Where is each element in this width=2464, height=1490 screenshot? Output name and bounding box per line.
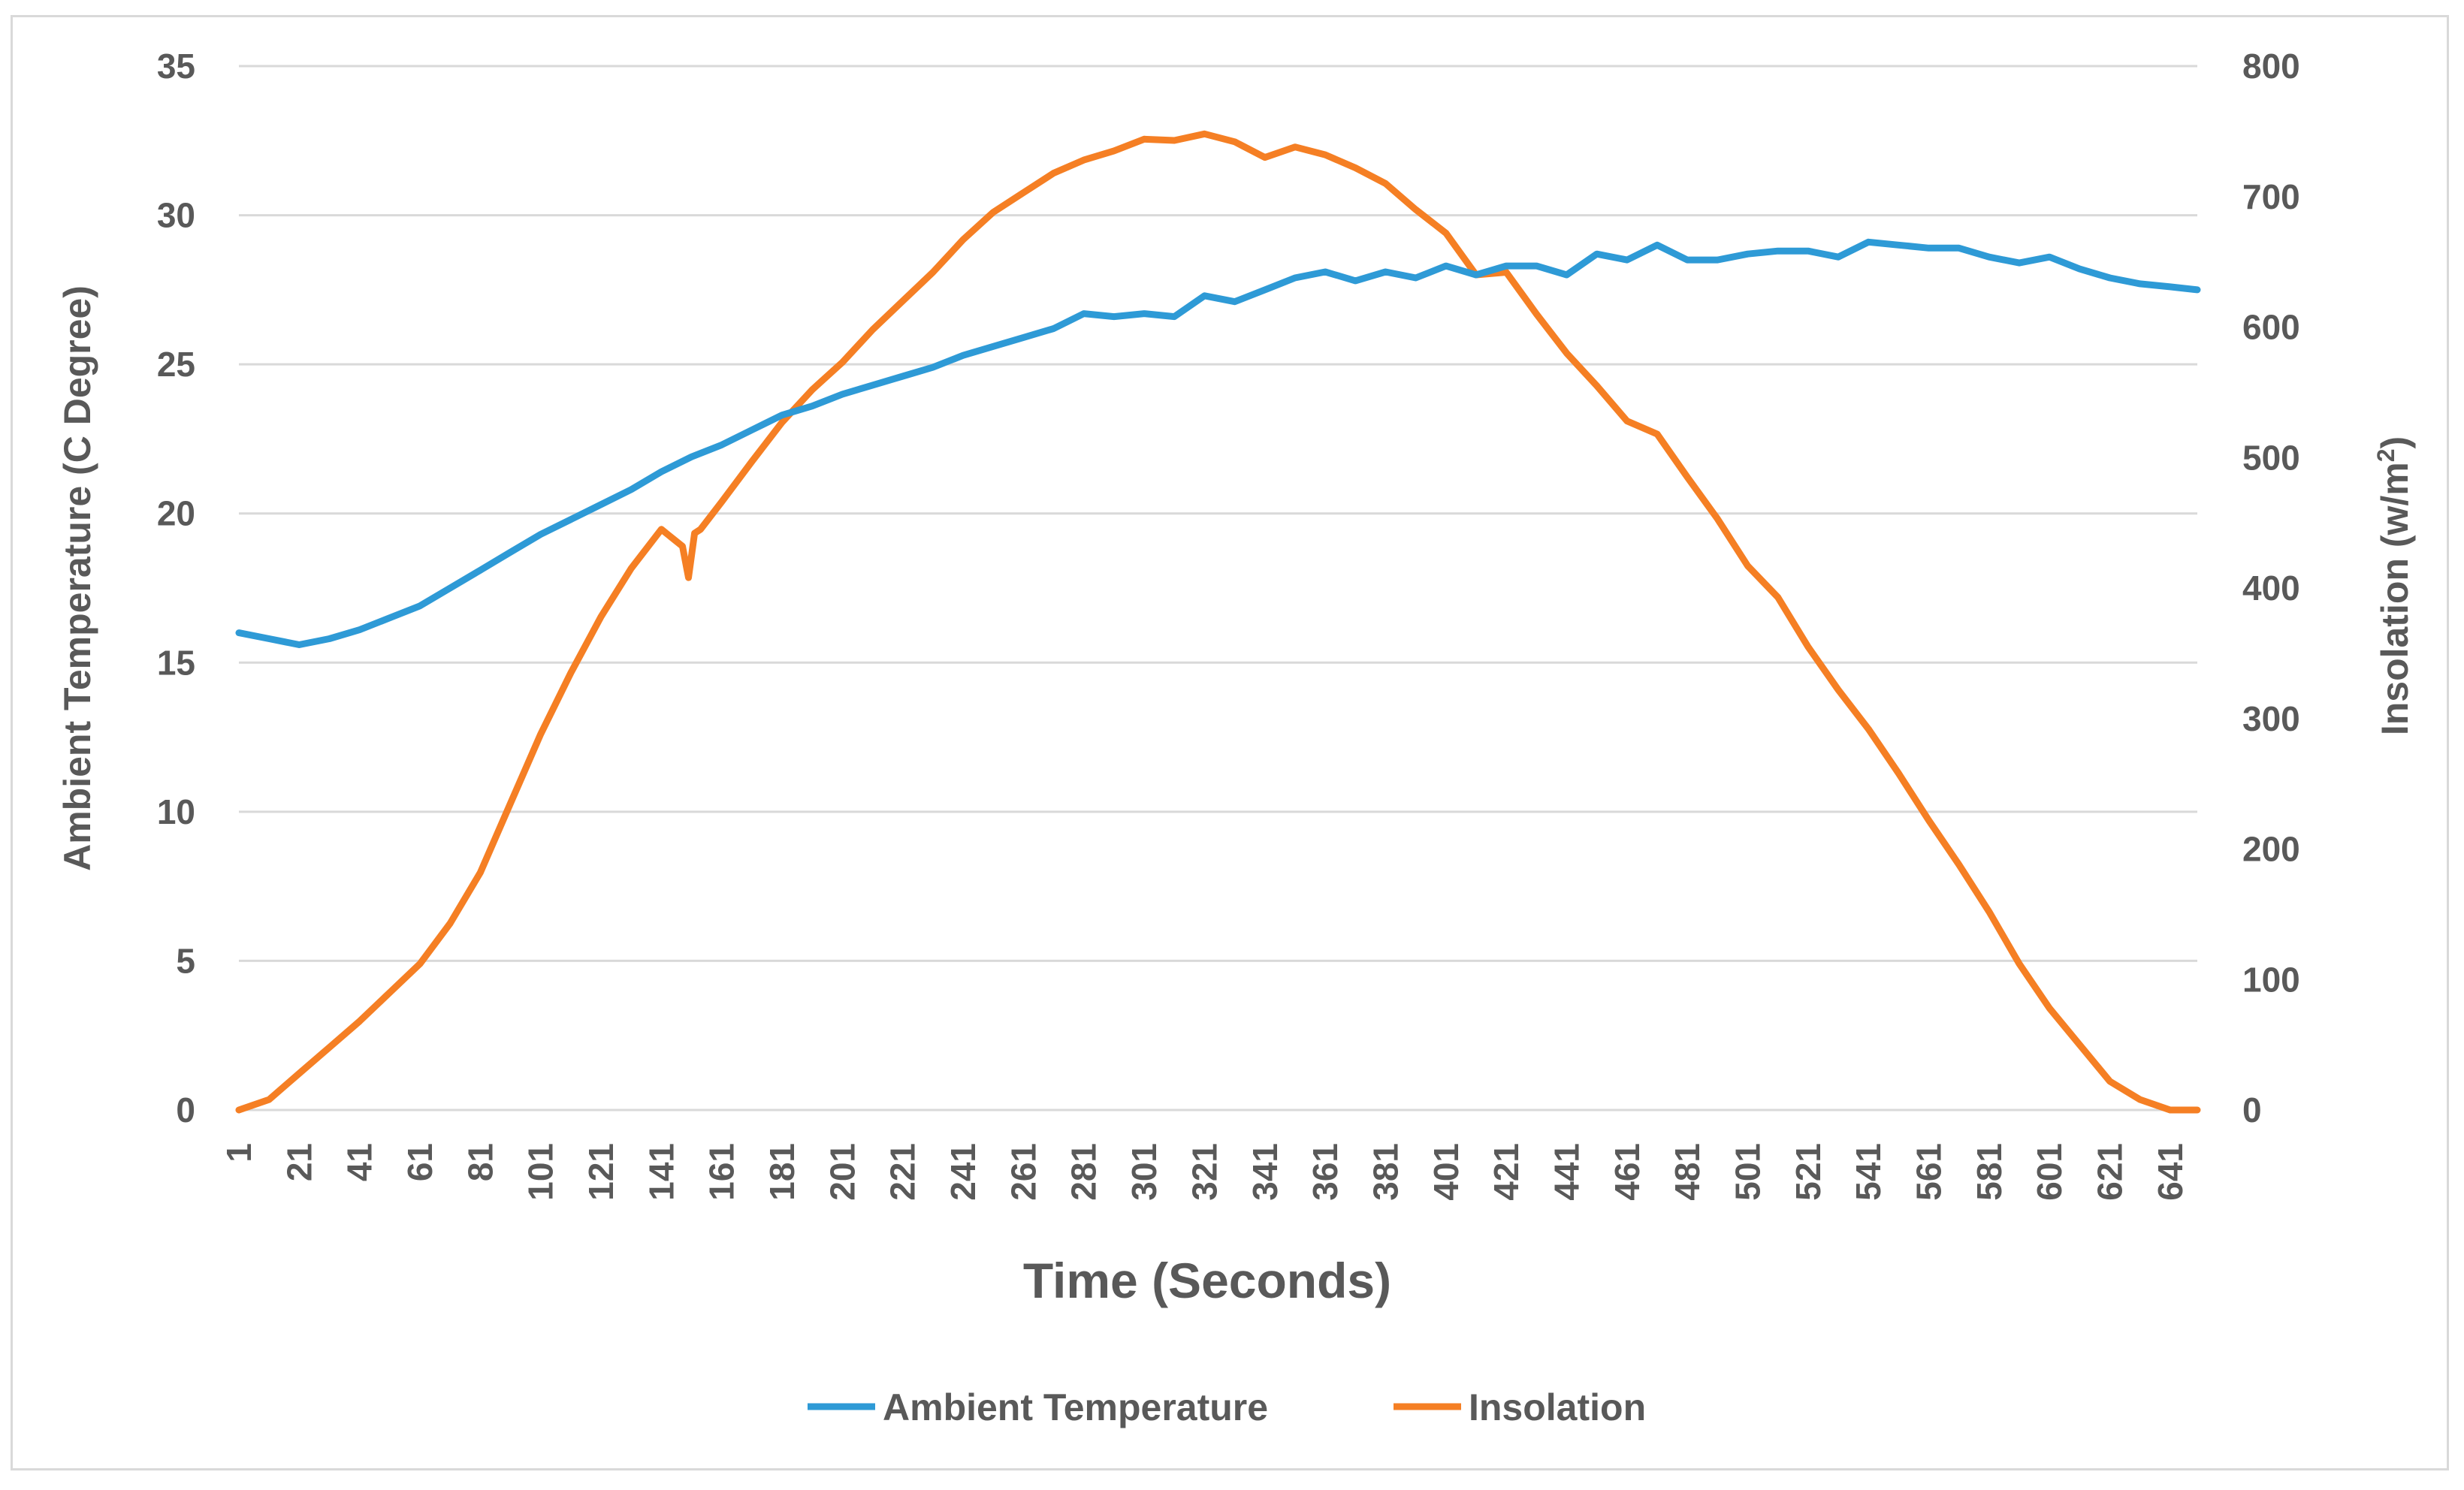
x-tick-label: 561 <box>1909 1143 1948 1201</box>
right-tick-label: 600 <box>2242 308 2300 347</box>
series-lines <box>235 130 2201 1114</box>
x-tick-label: 121 <box>581 1143 621 1201</box>
x-tick-label: 421 <box>1487 1143 1526 1201</box>
x-tick-label: 261 <box>1004 1143 1043 1201</box>
right-axis-title-sup: 2 <box>2372 448 2399 462</box>
left-tick-label: 15 <box>157 643 195 682</box>
x-tick-label: 381 <box>1366 1143 1405 1201</box>
left-tick-label: 10 <box>157 792 195 831</box>
right-tick-label: 700 <box>2242 177 2300 216</box>
x-tick-label: 161 <box>702 1143 741 1201</box>
x-tick-label: 341 <box>1246 1143 1285 1201</box>
x-tick-label: 21 <box>279 1143 319 1181</box>
x-tick-label: 581 <box>1970 1143 2009 1201</box>
left-tick-label: 20 <box>157 494 195 533</box>
x-tick-label: 321 <box>1185 1143 1224 1201</box>
x-tick-label: 1 <box>219 1143 258 1163</box>
x-axis-ticks: 1 21 41 61 81 101 121 141 161 181 201 221 241 261 281 3… <box>219 1143 2190 1201</box>
legend-label-ambient-temperature: Ambient Temperature <box>883 1386 1268 1428</box>
right-tick-label: 200 <box>2242 830 2300 869</box>
x-tick-label: 181 <box>762 1143 802 1201</box>
x-axis-title: Time (Seconds) <box>1023 1253 1391 1308</box>
x-tick-label: 201 <box>823 1143 862 1201</box>
x-tick-label: 441 <box>1547 1143 1586 1201</box>
x-tick-label: 521 <box>1789 1143 1828 1201</box>
x-tick-label: 601 <box>2030 1143 2069 1201</box>
x-tick-label: 281 <box>1064 1143 1104 1201</box>
legend: Ambient Temperature Insolation <box>808 1386 1646 1428</box>
x-tick-label: 361 <box>1306 1143 1345 1201</box>
x-tick-label: 141 <box>642 1143 681 1201</box>
right-tick-label: 500 <box>2242 438 2300 477</box>
right-axis-title-close: ) <box>2374 436 2416 449</box>
right-axis-ticks: 0 100 200 300 400 500 600 700 800 <box>2242 47 2300 1130</box>
x-tick-label: 81 <box>460 1143 500 1181</box>
right-axis-title-base: Insolation (w/m <box>2374 462 2416 735</box>
left-tick-label: 25 <box>157 345 195 384</box>
right-tick-label: 300 <box>2242 699 2300 738</box>
right-tick-label: 800 <box>2242 47 2300 86</box>
right-tick-label: 100 <box>2242 960 2300 999</box>
left-axis-title: Ambient Temperature (C Degree) <box>56 285 98 871</box>
x-tick-label: 621 <box>2091 1143 2130 1201</box>
series-line-insolation <box>235 130 2201 1114</box>
x-tick-label: 541 <box>1849 1143 1888 1201</box>
x-tick-label: 241 <box>944 1143 983 1201</box>
left-tick-label: 0 <box>176 1090 195 1130</box>
gridlines <box>239 65 2197 1111</box>
series-line-ambient-temperature <box>235 238 2201 648</box>
x-tick-label: 221 <box>883 1143 922 1201</box>
x-tick-label: 41 <box>340 1143 379 1181</box>
right-axis-title: Insolation (w/m2) <box>2372 436 2416 735</box>
x-tick-label: 481 <box>1668 1143 1707 1201</box>
x-tick-label: 101 <box>521 1143 560 1201</box>
legend-label-insolation: Insolation <box>1469 1386 1646 1428</box>
right-tick-label: 400 <box>2242 569 2300 608</box>
left-tick-label: 5 <box>176 941 195 980</box>
left-axis-ticks: 0 5 10 15 20 25 30 35 <box>157 47 195 1130</box>
x-tick-label: 301 <box>1125 1143 1164 1201</box>
x-tick-label: 61 <box>400 1143 439 1181</box>
left-tick-label: 30 <box>157 196 195 235</box>
x-tick-label: 461 <box>1608 1143 1647 1201</box>
right-tick-label: 0 <box>2242 1090 2262 1130</box>
x-tick-label: 401 <box>1427 1143 1466 1201</box>
left-tick-label: 35 <box>157 47 195 86</box>
x-tick-label: 501 <box>1728 1143 1767 1201</box>
x-tick-label: 641 <box>2151 1143 2190 1201</box>
